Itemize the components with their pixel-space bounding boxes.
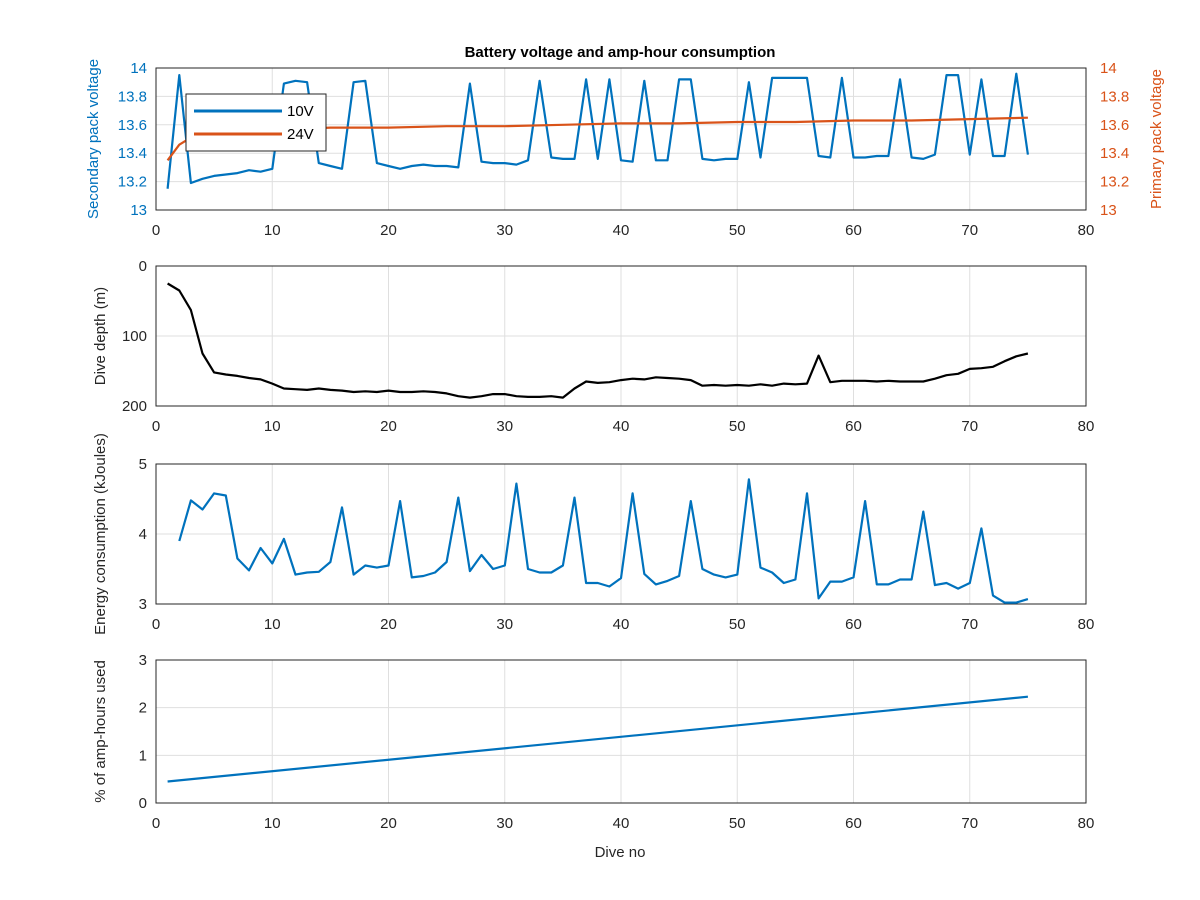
y-right-tick-label: 13 (1100, 202, 1117, 219)
x-tick-label: 50 (729, 815, 746, 832)
y-tick-label: 1 (139, 747, 147, 764)
x-axis-label: Dive no (595, 844, 646, 861)
y-axis-label-right: Primary pack voltage (1148, 69, 1165, 209)
axes-border (155, 659, 1087, 804)
x-tick-label: 50 (729, 616, 746, 633)
x-tick-label: 40 (613, 418, 630, 435)
legend-label: 10V (287, 103, 314, 120)
y-tick-label: 0 (139, 795, 147, 812)
subplot-3: 0 10 20 30 40 50 60 70 80 3 4 5 Energy consumption (… (92, 433, 1094, 635)
y-tick-label: 3 (139, 652, 147, 669)
legend-box (185, 93, 327, 152)
x-tick-label: 10 (264, 616, 281, 633)
x-tick-label: 70 (961, 418, 978, 435)
x-tick-label: 0 (152, 815, 160, 832)
axes-border (155, 67, 1087, 211)
x-tick-label: 30 (496, 616, 513, 633)
x-tick-label: 70 (961, 222, 978, 239)
y-tick-label: 4 (139, 526, 147, 543)
subplot-1: 0 10 20 30 40 50 60 70 80 13 13 13.2 13.2 13.4 13.4 13.… (85, 59, 1165, 239)
x-tick-label: 80 (1078, 616, 1095, 633)
y-tick-label: 13.8 (118, 88, 147, 105)
x-tick-label: 60 (845, 616, 862, 633)
y-right-tick-label: 13.2 (1100, 174, 1129, 191)
legend-label: 24V (287, 126, 314, 143)
y-tick-label: 100 (122, 328, 147, 345)
x-tick-label: 80 (1078, 815, 1095, 832)
axes-border (155, 265, 1087, 407)
chart-title: Battery voltage and amp-hour consumption (465, 44, 776, 61)
y-axis-label: Dive depth (m) (92, 287, 109, 385)
x-tick-label: 30 (496, 222, 513, 239)
y-tick-label: 13.2 (118, 174, 147, 191)
subplot-4: 0 10 20 30 40 50 60 70 80 0 1 2 3 % of amp-hours used (92, 652, 1094, 832)
x-tick-label: 0 (152, 418, 160, 435)
x-tick-label: 60 (845, 815, 862, 832)
x-tick-label: 10 (264, 222, 281, 239)
x-tick-label: 40 (613, 222, 630, 239)
x-tick-label: 20 (380, 815, 397, 832)
series-line-3-1 (178, 478, 1029, 604)
x-tick-label: 60 (845, 222, 862, 239)
x-tick-label: 0 (152, 222, 160, 239)
x-tick-label: 20 (380, 418, 397, 435)
x-tick-label: 50 (729, 418, 746, 435)
y-tick-label: 13 (130, 202, 147, 219)
y-tick-label: 5 (139, 456, 147, 473)
y-tick-label: 200 (122, 398, 147, 415)
x-tick-label: 30 (496, 815, 513, 832)
x-tick-label: 10 (264, 418, 281, 435)
x-tick-label: 30 (496, 418, 513, 435)
y-tick-label: 0 (139, 258, 147, 275)
y-axis-label-left: Secondary pack voltage (85, 59, 102, 219)
x-tick-label: 40 (613, 815, 630, 832)
y-axis-label: Energy consumption (kJoules) (92, 433, 109, 635)
x-tick-label: 0 (152, 616, 160, 633)
x-tick-label: 10 (264, 815, 281, 832)
y-right-tick-label: 13.4 (1100, 145, 1129, 162)
x-tick-label: 70 (961, 616, 978, 633)
x-tick-label: 50 (729, 222, 746, 239)
series-line-2-1 (167, 282, 1029, 399)
series-line-4-1 (167, 695, 1029, 783)
x-tick-label: 20 (380, 616, 397, 633)
x-tick-label: 70 (961, 815, 978, 832)
x-tick-label: 80 (1078, 222, 1095, 239)
y-tick-label: 13.4 (118, 145, 147, 162)
x-tick-label: 20 (380, 222, 397, 239)
y-right-tick-label: 13.8 (1100, 88, 1129, 105)
y-tick-label: 3 (139, 596, 147, 613)
y-right-tick-label: 14 (1100, 60, 1117, 77)
y-tick-label: 2 (139, 700, 147, 717)
x-tick-label: 80 (1078, 418, 1095, 435)
x-tick-label: 60 (845, 418, 862, 435)
x-tick-label: 40 (613, 616, 630, 633)
y-right-tick-label: 13.6 (1100, 117, 1129, 134)
y-tick-label: 13.6 (118, 117, 147, 134)
axes-border (155, 463, 1087, 605)
subplot-2: 0 10 20 30 40 50 60 70 80 0 100 200 Dive depth (m) (92, 258, 1094, 435)
y-axis-label: % of amp-hours used (92, 660, 109, 803)
y-tick-label: 14 (130, 60, 147, 77)
